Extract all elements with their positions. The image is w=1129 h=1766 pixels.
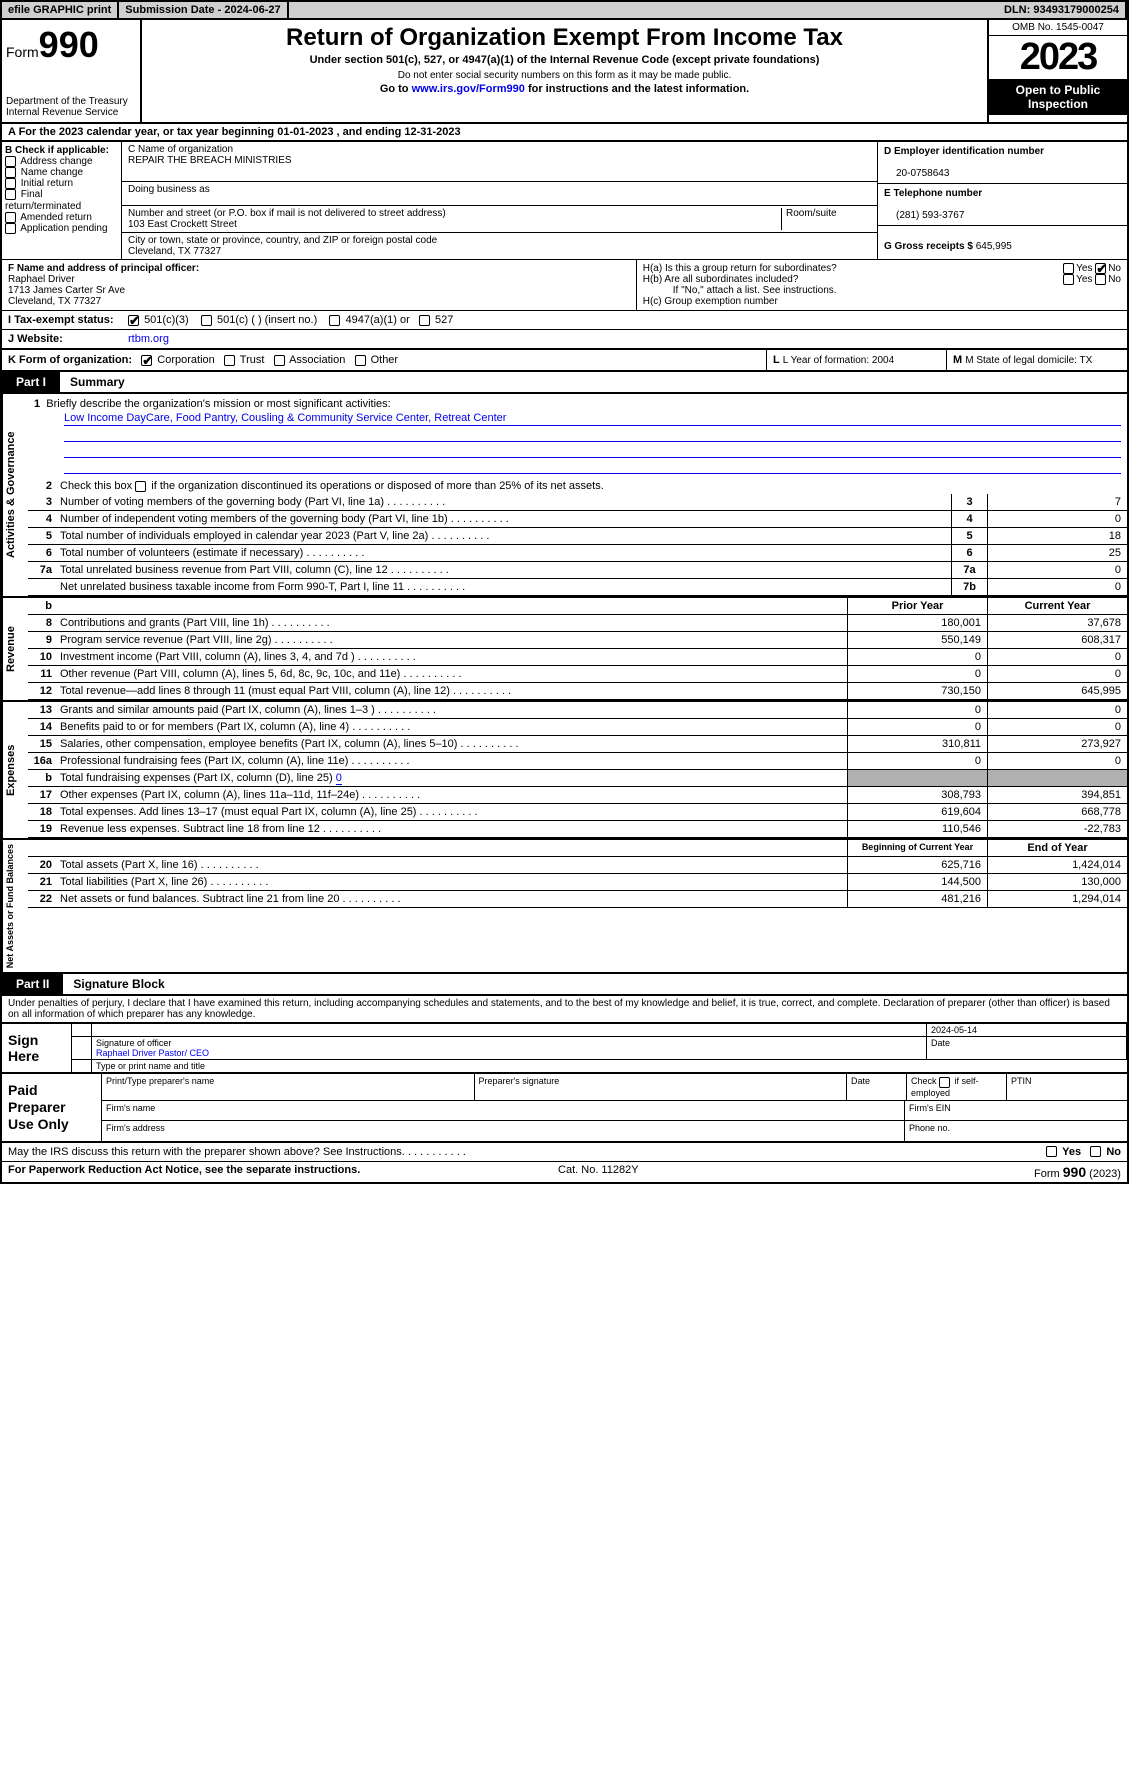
mission-block: 1 Briefly describe the organization's mi… <box>28 394 1127 478</box>
vtab-revenue: Revenue <box>2 598 28 700</box>
cb-discuss-no[interactable] <box>1090 1146 1101 1157</box>
paid-preparer-block: Paid Preparer Use Only Print/Type prepar… <box>0 1073 1129 1142</box>
form-header: Form990 Department of the Treasury Inter… <box>0 20 1129 124</box>
part2-header: Part II Signature Block <box>0 974 1129 996</box>
cb-discuss-yes[interactable] <box>1046 1146 1057 1157</box>
row-a-tax-year: A For the 2023 calendar year, or tax yea… <box>0 124 1129 142</box>
efile-btn[interactable]: efile GRAPHIC print <box>2 2 119 18</box>
cb-discontinued[interactable] <box>135 481 146 492</box>
subtitle-1: Under section 501(c), 527, or 4947(a)(1)… <box>146 54 983 66</box>
top-bar: efile GRAPHIC print Submission Date - 20… <box>0 0 1129 20</box>
vtab-governance: Activities & Governance <box>2 394 28 596</box>
tax-year: 2023 <box>989 36 1127 79</box>
gross-receipts-cell: G Gross receipts $ 645,995 <box>878 226 1127 256</box>
cb-self-emp[interactable] <box>939 1077 950 1088</box>
dln: DLN: 93493179000254 <box>998 2 1127 18</box>
discuss-row: May the IRS discuss this return with the… <box>0 1143 1129 1162</box>
ein-cell: D Employer identification number20-07586… <box>878 142 1127 184</box>
cb-other[interactable] <box>355 355 366 366</box>
cb-hb-no[interactable] <box>1095 274 1106 285</box>
dept-label: Department of the Treasury Internal Reve… <box>6 96 136 118</box>
form-number: Form990 <box>6 24 136 66</box>
org-name-cell: C Name of organizationREPAIR THE BREACH … <box>122 142 877 182</box>
col-b-checkboxes: B Check if applicable: Address change Na… <box>2 142 122 259</box>
cb-501c[interactable] <box>201 315 212 326</box>
row-i-tax-exempt: I Tax-exempt status: 501(c)(3) 501(c) ( … <box>0 311 1129 330</box>
subtitle-2: Do not enter social security numbers on … <box>146 70 983 81</box>
officer-sig: Raphael Driver Pastor/ CEO <box>96 1048 209 1058</box>
form-title: Return of Organization Exempt From Incom… <box>146 24 983 52</box>
row-j-website: J Website: rtbm.org <box>0 330 1129 349</box>
cb-corp[interactable] <box>141 355 152 366</box>
cb-initial[interactable] <box>5 178 16 189</box>
cb-amended[interactable] <box>5 212 16 223</box>
phone-cell: E Telephone number(281) 593-3767 <box>878 184 1127 226</box>
row-k: K Form of organization: Corporation Trus… <box>0 349 1129 372</box>
website-link[interactable]: rtbm.org <box>128 333 169 345</box>
vtab-expenses: Expenses <box>2 702 28 838</box>
officer-cell: F Name and address of principal officer:… <box>2 260 637 310</box>
cb-assoc[interactable] <box>274 355 285 366</box>
footer: For Paperwork Reduction Act Notice, see … <box>0 1162 1129 1184</box>
cb-pending[interactable] <box>5 223 16 234</box>
declaration: Under penalties of perjury, I declare th… <box>0 996 1129 1022</box>
cb-address-change[interactable] <box>5 156 16 167</box>
omb-number: OMB No. 1545-0047 <box>989 20 1127 36</box>
street-cell: Number and street (or P.O. box if mail i… <box>122 206 877 233</box>
cb-final[interactable] <box>5 189 16 200</box>
city-cell: City or town, state or province, country… <box>122 233 877 259</box>
cb-501c3[interactable] <box>128 315 139 326</box>
sign-here-block: Sign Here 2024-05-14 Signature of office… <box>0 1022 1129 1073</box>
submission-date: Submission Date - 2024-06-27 <box>119 2 288 18</box>
vtab-netassets: Net Assets or Fund Balances <box>2 840 28 972</box>
fundraising-zero: 0 <box>336 772 342 785</box>
irs-link[interactable]: www.irs.gov/Form990 <box>412 83 525 95</box>
open-inspection: Open to Public Inspection <box>989 79 1127 115</box>
cb-name-change[interactable] <box>5 167 16 178</box>
cb-trust[interactable] <box>224 355 235 366</box>
subtitle-3: Go to www.irs.gov/Form990 for instructio… <box>146 83 983 95</box>
cb-527[interactable] <box>419 315 430 326</box>
cb-ha-no[interactable] <box>1095 263 1106 274</box>
cb-ha-yes[interactable] <box>1063 263 1074 274</box>
dba-cell: Doing business as <box>122 182 877 206</box>
group-return-cell: H(a) Is this a group return for subordin… <box>637 260 1127 310</box>
cb-hb-yes[interactable] <box>1063 274 1074 285</box>
part1-header: Part I Summary <box>0 372 1129 394</box>
cb-4947[interactable] <box>329 315 340 326</box>
